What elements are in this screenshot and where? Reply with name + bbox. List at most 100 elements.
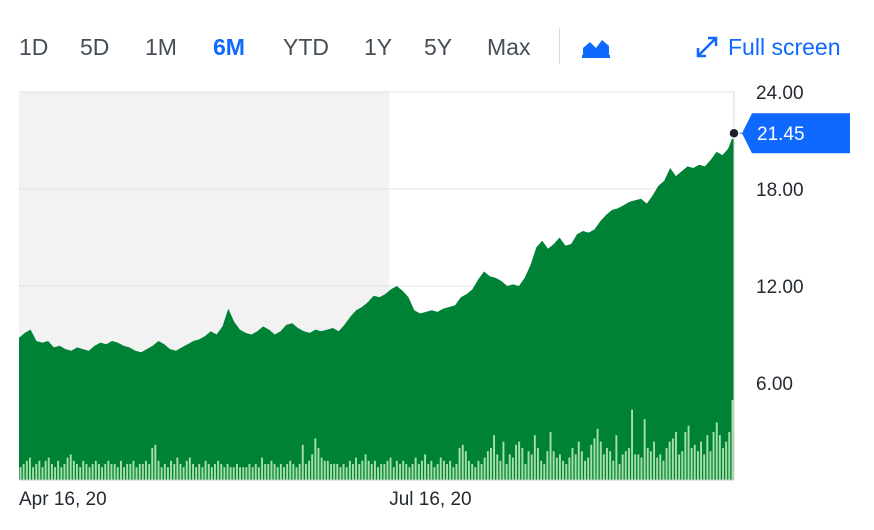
volume-bar xyxy=(455,464,458,480)
volume-bar xyxy=(317,448,320,480)
volume-bar xyxy=(392,467,395,480)
fullscreen-button[interactable]: Full screen xyxy=(694,30,840,64)
volume-bar xyxy=(145,460,147,480)
volume-bar xyxy=(101,467,103,480)
volume-bar xyxy=(628,448,630,480)
volume-bar xyxy=(587,457,590,480)
volume-bar xyxy=(546,451,549,480)
volume-bar xyxy=(254,464,257,480)
volume-bar xyxy=(593,438,596,480)
volume-bar xyxy=(323,460,326,480)
volume-bar xyxy=(722,448,724,480)
volume-bar xyxy=(675,432,677,480)
volume-bar xyxy=(342,464,345,480)
volume-bar xyxy=(430,460,433,480)
volume-bar xyxy=(88,467,91,480)
volume-bar xyxy=(242,467,245,480)
volume-bar xyxy=(474,467,477,480)
volume-bar xyxy=(69,454,72,480)
volume-bar xyxy=(261,457,263,480)
volume-bar xyxy=(229,467,232,480)
last-price-tag xyxy=(742,113,850,154)
volume-bar xyxy=(82,460,85,480)
mountain-chart-icon[interactable] xyxy=(580,34,612,60)
volume-bar xyxy=(352,464,354,480)
volume-bar xyxy=(333,464,336,480)
volume-bar xyxy=(298,464,301,480)
volume-bar xyxy=(728,432,731,480)
volume-bar xyxy=(345,467,348,480)
volume-bar xyxy=(85,464,88,480)
volume-bar xyxy=(690,448,693,480)
last-price-label: 21.45 xyxy=(757,124,805,145)
volume-bar xyxy=(148,464,151,480)
volume-bar xyxy=(19,467,22,480)
volume-bar xyxy=(113,464,116,480)
volume-bar xyxy=(552,451,555,480)
volume-bar xyxy=(411,464,414,480)
range-ytd-button[interactable]: YTD xyxy=(283,34,329,60)
volume-bar xyxy=(326,460,329,480)
volume-bar xyxy=(725,441,728,480)
volume-bar xyxy=(533,435,536,480)
volume-bar xyxy=(408,467,411,480)
range-5d-button[interactable]: 5D xyxy=(80,34,110,60)
volume-bar xyxy=(223,467,226,480)
range-max-button[interactable]: Max xyxy=(487,34,531,60)
volume-bar xyxy=(51,464,53,480)
volume-bar xyxy=(631,409,633,480)
volume-bar xyxy=(79,467,82,480)
volume-bar xyxy=(367,460,370,480)
range-1d-button[interactable]: 1D xyxy=(19,34,49,60)
volume-bar xyxy=(643,419,646,480)
volume-bar xyxy=(665,448,668,480)
range-1m-button[interactable]: 1M xyxy=(145,34,177,60)
volume-bar xyxy=(574,454,577,480)
volume-bar xyxy=(257,467,260,480)
volume-bar xyxy=(116,467,119,480)
volume-bar xyxy=(72,460,75,480)
volume-bar xyxy=(700,441,702,480)
volume-bar xyxy=(35,464,38,480)
volume-bar xyxy=(421,460,423,480)
volume-bar xyxy=(63,464,66,480)
volume-bar xyxy=(57,460,60,480)
volume-bar xyxy=(590,444,593,480)
volume-bar xyxy=(731,400,734,480)
y-tick-label: 18.00 xyxy=(756,180,804,201)
volume-bar xyxy=(320,457,323,480)
volume-bar xyxy=(461,444,464,480)
volume-bar xyxy=(678,454,681,480)
volume-bar xyxy=(565,464,568,480)
range-1y-button[interactable]: 1Y xyxy=(364,34,393,60)
volume-bar xyxy=(383,464,386,480)
volume-bar xyxy=(91,464,94,480)
volume-bar xyxy=(29,457,31,480)
volume-bar xyxy=(98,464,100,480)
volume-bar xyxy=(609,451,612,480)
volume-bar xyxy=(417,464,420,480)
volume-bar xyxy=(207,464,210,480)
volume-bar xyxy=(671,438,674,480)
volume-bar xyxy=(295,467,298,480)
volume-bar xyxy=(141,464,144,480)
volume-bar xyxy=(217,460,220,480)
volume-bar xyxy=(681,451,684,480)
volume-bar xyxy=(179,464,182,480)
volume-bar xyxy=(126,464,129,480)
volume-bar xyxy=(571,448,574,480)
volume-bar xyxy=(289,460,292,480)
volume-bar xyxy=(443,460,445,480)
volume-bar xyxy=(653,441,655,480)
volume-bar xyxy=(693,444,696,480)
range-6m-button[interactable]: 6M xyxy=(213,34,245,60)
range-5y-button[interactable]: 5Y xyxy=(424,34,453,60)
volume-bar xyxy=(110,464,113,480)
volume-bar xyxy=(402,460,405,480)
volume-bar xyxy=(308,460,310,480)
volume-bar xyxy=(493,435,495,480)
volume-bar xyxy=(486,451,489,480)
volume-bar xyxy=(195,467,198,480)
volume-bar xyxy=(436,464,439,480)
